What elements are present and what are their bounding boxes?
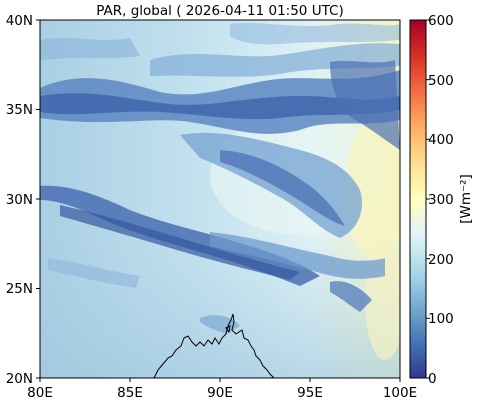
- lon-tick-label: 80E: [27, 385, 53, 401]
- lat-tick-label: 40N: [6, 13, 33, 29]
- lat-axis: 40N 35N 30N 25N 20N: [6, 13, 40, 387]
- colorbar-tick-label: 100: [428, 311, 454, 327]
- lat-tick-label: 20N: [6, 371, 33, 387]
- lon-tick-label: 100E: [383, 385, 417, 401]
- lon-tick-label: 90E: [207, 385, 233, 401]
- cloud-band-south: [48, 258, 372, 334]
- map-title: PAR, global ( 2026-04-11 01:50 UTC): [96, 3, 343, 19]
- lat-tick-label: 35N: [6, 102, 33, 118]
- colorbar-ramp: [409, 19, 427, 379]
- map-panel: [40, 20, 400, 378]
- high-par-region: [345, 120, 400, 260]
- colorbar-tick-label: 400: [428, 132, 454, 148]
- cloud-band-north: [40, 23, 400, 150]
- colorbar-tick-label: 300: [428, 192, 454, 208]
- colorbar-tick-label: 200: [428, 252, 454, 268]
- lon-tick-label: 95E: [297, 385, 323, 401]
- cloud-band-middle: [40, 132, 385, 286]
- colorbar-tick-label: 0: [428, 371, 437, 387]
- coastline-inlet: [225, 325, 231, 334]
- colorbar-tick-label: 500: [428, 73, 454, 89]
- colorbar-label: [Wm⁻²]: [458, 174, 474, 224]
- lat-tick-label: 25N: [6, 281, 33, 297]
- colorbar: 600 500 400 300 200 100 0 [Wm⁻²]: [409, 13, 474, 387]
- lon-axis: 80E 85E 90E 95E 100E: [27, 378, 417, 401]
- colorbar-tick-label: 600: [428, 13, 454, 29]
- coastline: [153, 313, 275, 378]
- lat-tick-label: 30N: [6, 192, 33, 208]
- lon-tick-label: 85E: [117, 385, 143, 401]
